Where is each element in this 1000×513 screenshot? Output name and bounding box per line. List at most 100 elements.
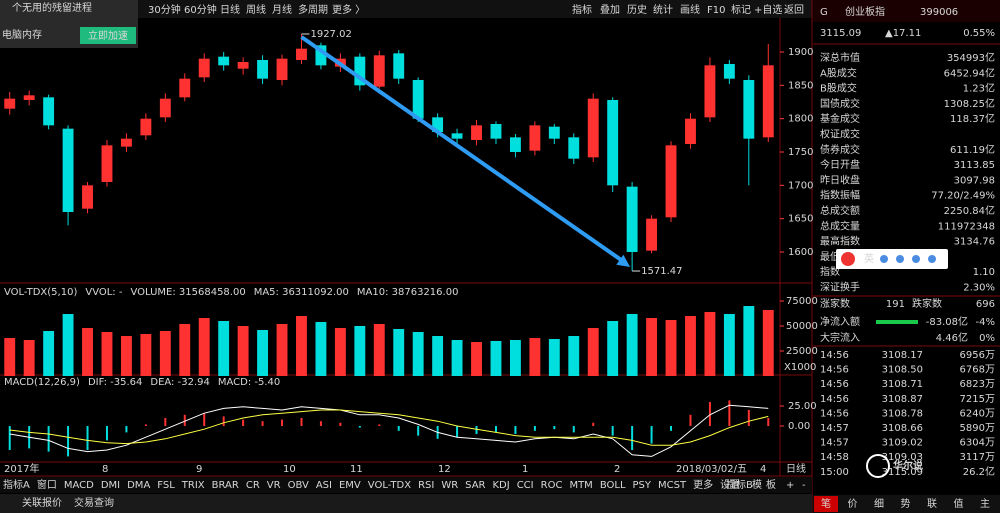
indicator-tab[interactable]: MACD [64,480,94,491]
candle-body [179,78,191,98]
volume-bar [43,331,55,376]
tool-button[interactable]: 画线 [680,3,700,16]
x-axis-label: 2017年 [4,462,39,475]
indicator-tab[interactable]: DMI [101,480,120,491]
stat-value: 3097.98 [954,175,995,186]
period-tab[interactable]: 月线 [272,3,292,16]
y-tick-label: 50000 [786,321,818,332]
trade-volume: 6823万 [960,379,995,390]
stat-value: 1308.25亿 [944,97,995,110]
right-tab[interactable]: 笔 [821,497,831,510]
right-tab[interactable]: 联 [927,498,937,510]
trade-time: 14:56 [820,350,849,361]
trade-price: 3108.71 [882,379,923,390]
indicator-tab[interactable]: MCST [658,480,687,491]
trade-price: 3108.87 [882,394,923,405]
indicator-tab[interactable]: 板 [766,478,776,491]
indicator-tab[interactable]: BRAR [212,480,239,491]
indicator-tab[interactable]: ASI [316,480,332,491]
popup-button[interactable] [80,27,136,44]
volume-bar [62,314,74,376]
stat-label: 总成交额 [820,204,860,217]
volume-bar [23,340,35,376]
indicator-tab[interactable]: VR [267,480,281,491]
tool-button[interactable]: 历史 [627,4,647,16]
quote-header [813,0,1000,22]
right-tab[interactable]: 价 [848,498,858,510]
indicator-tab[interactable]: VOL-TDX [368,480,411,491]
trade-time: 14:57 [820,438,849,449]
indicator-tab[interactable]: + [786,480,794,491]
right-tab[interactable]: 势 [901,497,911,510]
volume-bar [373,324,385,376]
candle-body [276,58,288,80]
indicator-tab[interactable]: CR [246,480,260,491]
tool-button[interactable]: +自选 [754,3,782,16]
indicator-tab[interactable]: RSI [418,480,434,491]
period-tab[interactable]: 日线 [220,3,240,16]
ime-icon [928,255,936,263]
volume-bar [607,321,619,376]
indicator-tab[interactable]: BOLL [600,480,626,491]
tool-button[interactable]: F10 [707,5,725,16]
indicator-tab[interactable]: OBV [288,480,309,491]
indicator-tab[interactable]: FSL [157,480,175,491]
arrow-head [616,254,631,268]
stat-value: 2.30% [963,283,995,294]
tool-button[interactable]: 指标 [572,3,592,16]
y-tick-label: 1800 [788,114,813,125]
right-tab[interactable]: 细 [874,497,884,510]
tool-button[interactable]: 返回 [784,4,804,16]
watermark-icon [866,454,890,478]
indicator-tab[interactable]: 指标A [3,478,30,491]
volume-bar [101,332,113,376]
period-tab[interactable]: 60分钟 [184,3,217,16]
indicator-tab[interactable]: TRIX [181,480,205,491]
indicator-tab[interactable]: - [802,480,806,491]
indicator-tab[interactable]: CCI [517,480,534,491]
right-tab[interactable]: 主 [980,498,990,510]
trade-time: 14:56 [820,365,849,376]
indicator-tab[interactable]: 设置 [720,479,740,491]
right-tab[interactable]: 值 [954,497,964,510]
period-tab[interactable]: 更多 〉 [332,3,365,16]
indicator-tab[interactable]: PSY [633,480,652,491]
volume-bar [412,332,424,376]
stat-value: 3134.76 [954,237,995,248]
indicator-tab[interactable]: 更多 [693,478,713,491]
x-axis-label: 2018/03/02/五 [676,464,747,475]
popup-label: 电脑内存 [2,28,42,41]
tool-button[interactable]: 标记 [731,4,751,16]
candle-body [432,117,444,132]
indicator-tab[interactable]: 指标B [726,478,753,491]
indicator-header: MACD(12,26,9) [4,377,80,388]
stat-label: 深证换手 [820,281,860,294]
period-tab[interactable]: 30分钟 [148,3,181,16]
bottom-tab[interactable]: 关联报价 [22,496,62,509]
indicator-tab[interactable]: WR [441,480,458,491]
tool-button[interactable]: 统计 [653,3,673,16]
tool-button[interactable]: 叠加 [600,4,620,16]
indicator-tab[interactable]: 模 [752,479,762,491]
indicator-tab[interactable]: 窗口 [37,478,57,491]
stat-label: 指数 [820,265,840,278]
indicator-tab[interactable]: MTM [569,480,592,491]
indicator-tab[interactable]: KDJ [492,480,509,491]
candle-body [140,118,152,136]
y-tick-label: 1850 [788,80,813,91]
period-tab[interactable]: 周线 [246,3,266,16]
quote-name: 创业板指 [845,5,885,18]
trade-price: 3108.50 [882,365,923,376]
indicator-tab[interactable]: EMV [339,480,361,491]
candle-body [198,58,210,78]
indicator-tab[interactable]: SAR [465,480,485,491]
flow-bar [876,320,918,324]
y-tick-label: 25000 [786,346,818,357]
quote-id: 399006 [920,7,958,18]
indicator-tab[interactable]: DMA [127,480,150,491]
indicator-tab[interactable]: ROC [541,480,563,491]
popup-button-label[interactable]: 立即加速 [88,29,128,42]
candle-body [82,185,93,209]
period-tab[interactable]: 多周期 [298,3,328,16]
bottom-tab[interactable]: 交易查询 [74,496,114,509]
